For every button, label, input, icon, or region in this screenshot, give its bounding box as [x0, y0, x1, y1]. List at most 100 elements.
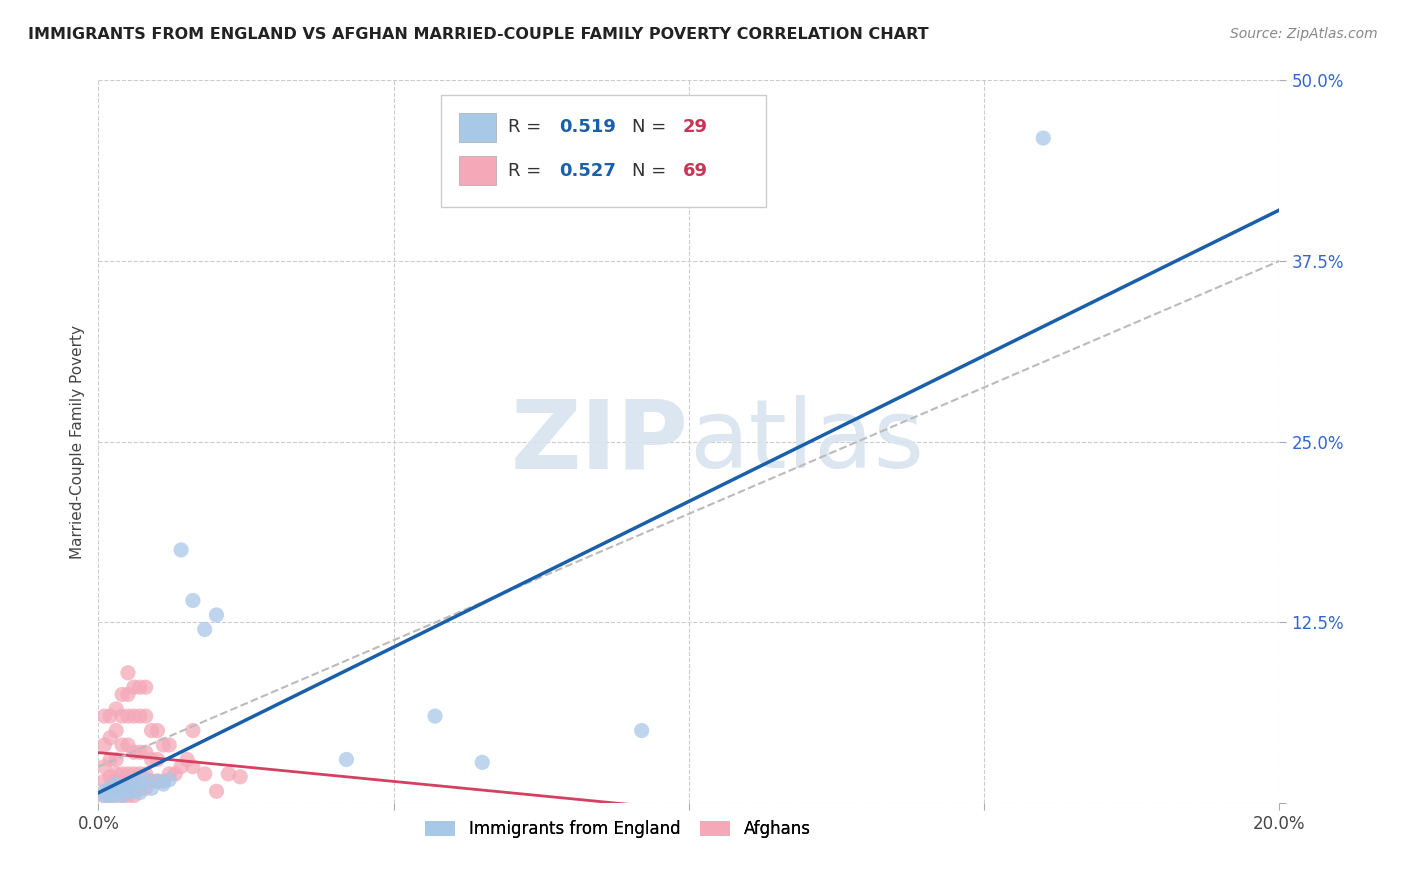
Point	[98, 731, 121, 745]
Point	[98, 789, 121, 803]
Point	[181, 593, 204, 607]
Point	[93, 738, 115, 752]
Text: 29: 29	[683, 119, 709, 136]
Text: N =: N =	[633, 161, 672, 179]
Point	[135, 709, 157, 723]
Text: Source: ZipAtlas.com: Source: ZipAtlas.com	[1230, 27, 1378, 41]
Point	[111, 687, 134, 701]
Point	[152, 777, 174, 791]
Point	[146, 774, 169, 789]
Text: 0.519: 0.519	[560, 119, 616, 136]
Point	[111, 767, 134, 781]
Point	[141, 781, 163, 796]
Point	[122, 789, 145, 803]
Point	[93, 774, 115, 789]
Point	[128, 786, 150, 800]
Text: atlas: atlas	[689, 395, 924, 488]
Point	[335, 752, 357, 766]
Text: 0.527: 0.527	[560, 161, 616, 179]
Point	[122, 709, 145, 723]
Point	[117, 738, 139, 752]
Point	[98, 709, 121, 723]
Point	[205, 784, 228, 798]
Point	[146, 774, 169, 789]
Point	[98, 770, 121, 784]
Point	[128, 767, 150, 781]
Point	[170, 760, 193, 774]
Point	[111, 781, 134, 796]
Point	[117, 687, 139, 701]
Point	[194, 767, 217, 781]
Point	[217, 767, 239, 781]
Point	[205, 607, 228, 622]
Point	[111, 774, 134, 789]
Point	[98, 752, 121, 766]
Point	[122, 775, 145, 789]
Point	[128, 745, 150, 759]
Point	[135, 781, 157, 796]
FancyBboxPatch shape	[458, 156, 496, 185]
Point	[105, 777, 128, 791]
Point	[117, 781, 139, 796]
Point	[111, 738, 134, 752]
Point	[229, 770, 252, 784]
Point	[157, 772, 180, 787]
Point	[105, 787, 128, 801]
Y-axis label: Married-Couple Family Poverty: Married-Couple Family Poverty	[69, 325, 84, 558]
Point	[105, 723, 128, 738]
FancyBboxPatch shape	[458, 112, 496, 142]
Text: R =: R =	[508, 161, 547, 179]
Point	[117, 767, 139, 781]
Point	[146, 723, 169, 738]
Point	[423, 709, 446, 723]
Point	[152, 774, 174, 789]
Point	[152, 738, 174, 752]
Text: 69: 69	[683, 161, 709, 179]
Point	[471, 756, 494, 770]
Point	[181, 723, 204, 738]
Point	[194, 623, 217, 637]
Point	[1032, 131, 1054, 145]
Point	[117, 789, 139, 803]
Point	[141, 774, 163, 789]
Point	[176, 752, 198, 766]
FancyBboxPatch shape	[441, 95, 766, 207]
Point	[111, 781, 134, 796]
Point	[141, 723, 163, 738]
Point	[122, 767, 145, 781]
Point	[93, 760, 115, 774]
Point	[105, 767, 128, 781]
Text: IMMIGRANTS FROM ENGLAND VS AFGHAN MARRIED-COUPLE FAMILY POVERTY CORRELATION CHAR: IMMIGRANTS FROM ENGLAND VS AFGHAN MARRIE…	[28, 27, 929, 42]
Point	[135, 745, 157, 759]
Point	[128, 775, 150, 789]
Point	[122, 774, 145, 789]
Point	[135, 767, 157, 781]
Point	[105, 789, 128, 803]
Point	[117, 774, 139, 789]
Point	[122, 784, 145, 798]
Point	[98, 790, 121, 805]
Point	[98, 781, 121, 796]
Point	[93, 789, 115, 803]
Text: R =: R =	[508, 119, 547, 136]
Point	[170, 542, 193, 557]
Point	[117, 779, 139, 793]
Point	[93, 784, 115, 798]
Point	[93, 789, 115, 803]
Text: N =: N =	[633, 119, 672, 136]
Point	[93, 709, 115, 723]
Point	[98, 781, 121, 796]
Point	[122, 781, 145, 796]
Point	[181, 760, 204, 774]
Point	[105, 781, 128, 796]
Point	[157, 738, 180, 752]
Point	[117, 709, 139, 723]
Point	[111, 709, 134, 723]
Point	[105, 774, 128, 789]
Point	[630, 723, 652, 738]
Point	[165, 767, 187, 781]
Point	[105, 781, 128, 796]
Point	[105, 752, 128, 766]
Point	[111, 789, 134, 803]
Point	[157, 767, 180, 781]
